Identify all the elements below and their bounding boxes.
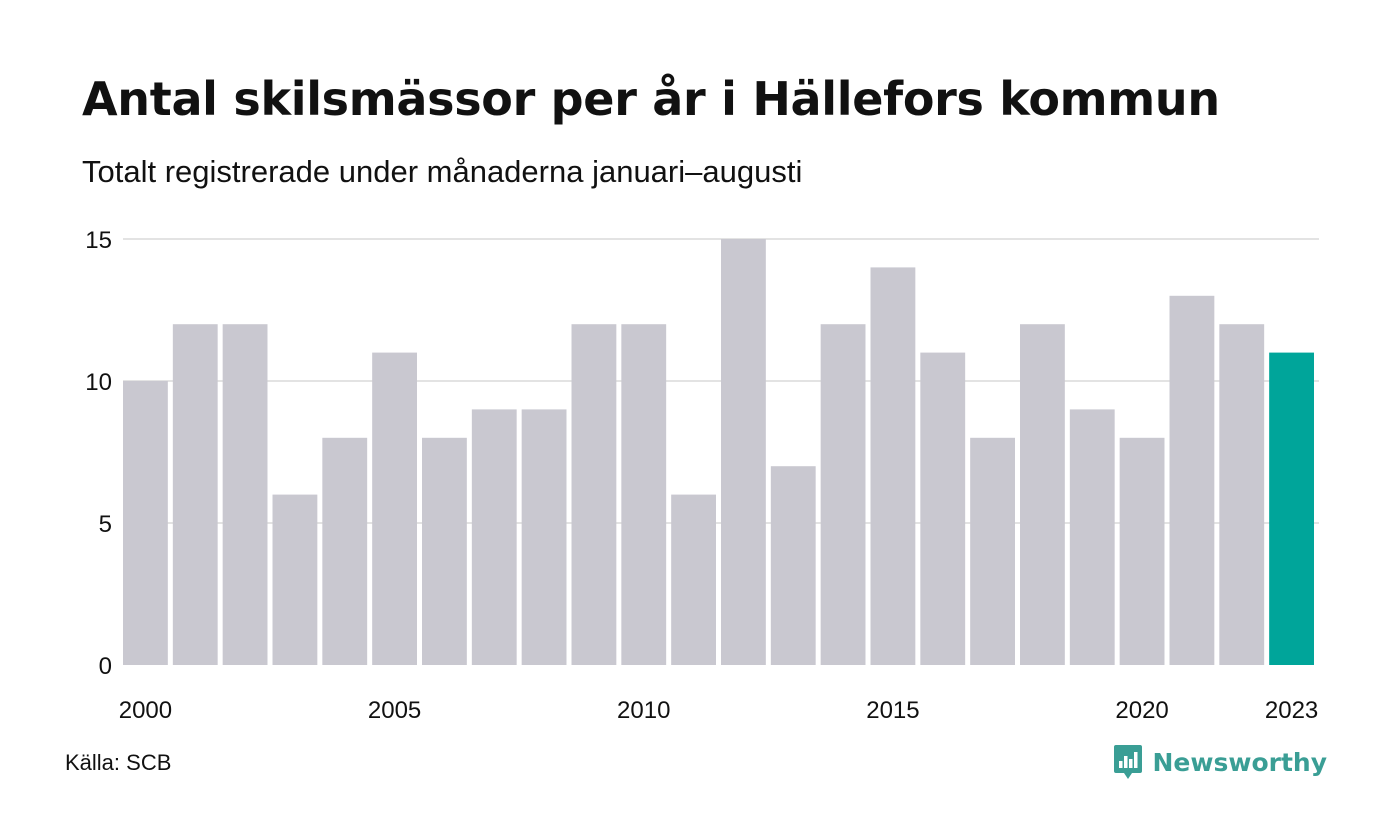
bar-2011 <box>671 494 716 665</box>
x-tick-label: 2015 <box>866 697 919 724</box>
y-tick-label: 0 <box>99 653 112 680</box>
bar-2016 <box>920 352 966 665</box>
bar-2004 <box>322 437 368 665</box>
bar-2020 <box>1119 437 1165 665</box>
bar-2009 <box>571 324 617 665</box>
brand-logo: Newsworthy <box>1113 744 1328 780</box>
chart-subtitle: Totalt registrerade under månaderna janu… <box>82 154 803 189</box>
x-tick-label: 2010 <box>617 697 670 724</box>
bar-2015 <box>870 267 916 665</box>
bar-2012 <box>721 239 766 665</box>
chart-title: Antal skilsmässor per år i Hällefors kom… <box>82 72 1220 126</box>
bar-2006 <box>422 437 467 665</box>
x-tick-label: 2005 <box>368 697 421 724</box>
y-tick-label: 5 <box>99 511 112 538</box>
x-tick-label: 2020 <box>1115 697 1168 724</box>
bar-2010 <box>621 324 667 665</box>
bar-2013 <box>770 466 816 665</box>
bar-2001 <box>172 324 218 665</box>
source-note: Källa: SCB <box>65 750 172 775</box>
bar-2002 <box>222 324 268 665</box>
newsworthy-logo-icon <box>1113 745 1142 779</box>
y-tick-label: 15 <box>85 227 112 254</box>
bar-2017 <box>970 437 1015 665</box>
x-tick-label: 2023 <box>1265 697 1318 724</box>
bar-2008 <box>521 409 567 665</box>
bar-2003 <box>272 494 318 665</box>
bar-2023 <box>1269 352 1314 665</box>
bar-2014 <box>820 324 866 665</box>
bar-2000 <box>123 381 168 665</box>
bar-2022 <box>1219 324 1265 665</box>
brand-name: Newsworthy <box>1152 747 1328 777</box>
bar-2018 <box>1020 324 1065 665</box>
bar-2005 <box>372 352 417 665</box>
y-tick-label: 10 <box>85 369 112 396</box>
bar-2021 <box>1169 295 1215 665</box>
bar-2019 <box>1069 409 1115 665</box>
bar-2007 <box>471 409 517 665</box>
x-tick-label: 2000 <box>119 697 172 724</box>
